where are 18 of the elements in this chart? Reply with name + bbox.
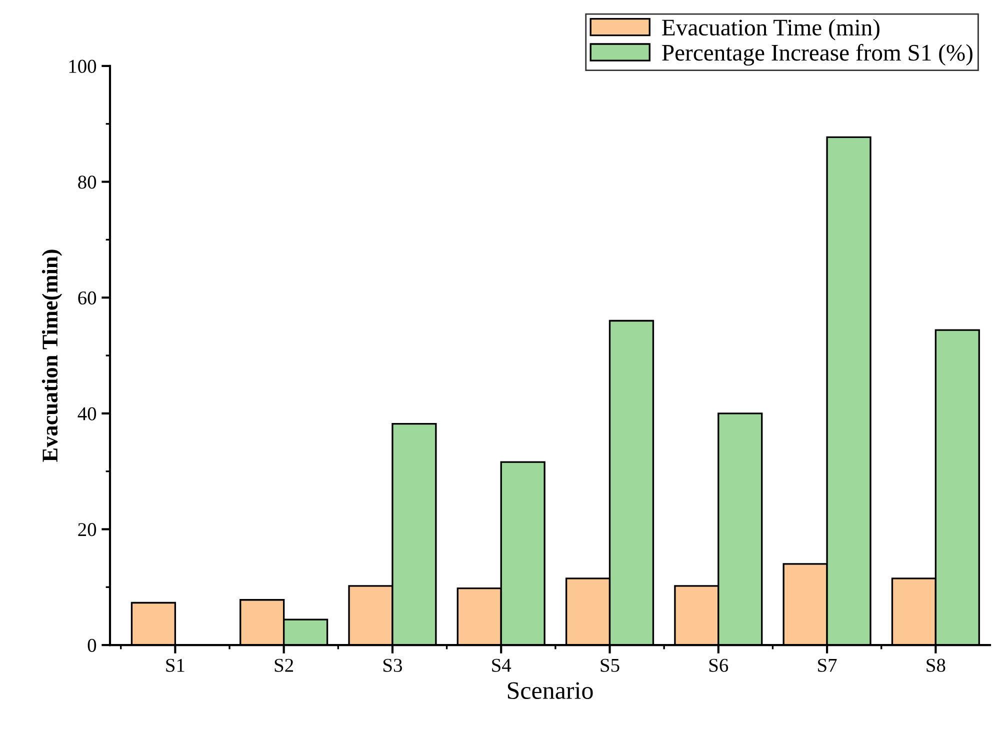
y-tick-label: 40 <box>78 407 96 420</box>
y-tick-label: 0 <box>88 638 96 652</box>
y-tick-label: 20 <box>78 523 96 536</box>
x-tick-label: S5 <box>600 658 620 672</box>
x-tick-label: S8 <box>926 658 946 672</box>
y-axis-title: Evacuation Time(min) <box>42 250 62 462</box>
y-tick-label: 80 <box>78 176 96 189</box>
x-axis-title: Scenario <box>508 682 593 700</box>
x-tick-label: S6 <box>709 658 728 672</box>
y-tick-label: 60 <box>78 291 96 305</box>
x-tick-label: S3 <box>384 658 402 672</box>
x-tick-label: S7 <box>818 658 837 672</box>
x-tick-label: S4 <box>492 658 512 672</box>
legend-label: Percentage Increase from S1 (%) <box>662 44 972 66</box>
y-tick-label: 100 <box>69 60 96 73</box>
legend-label: Evacuation Time (min) <box>662 18 880 40</box>
x-tick-label: S1 <box>166 658 184 672</box>
x-tick-label: S2 <box>274 658 294 672</box>
